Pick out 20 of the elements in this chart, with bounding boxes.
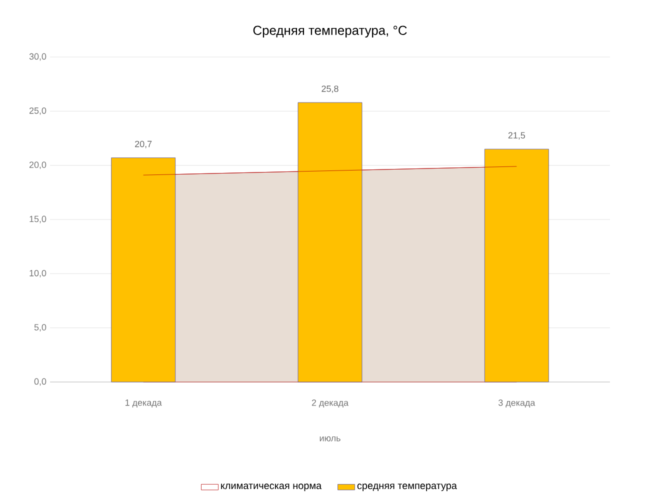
data-label: 21,5 <box>508 132 526 140</box>
y-tick-label: 10,0 <box>30 270 46 278</box>
bar <box>298 102 362 382</box>
data-label: 20,7 <box>135 140 152 148</box>
x-tick-label: 1 декада <box>126 400 162 408</box>
chart-title: Средняя температура, °C <box>253 26 407 38</box>
y-tick-label: 0,0 <box>34 378 46 386</box>
bar <box>484 148 549 382</box>
legend-label: климатическая норма <box>221 484 322 492</box>
y-tick-label: 20,0 <box>29 162 46 170</box>
legend-label: средняя температура <box>357 484 457 492</box>
y-tick-label: 15,0 <box>30 216 46 224</box>
bar <box>111 158 176 382</box>
y-tick-label: 30,0 <box>29 53 46 61</box>
y-tick-label: 25,0 <box>29 107 46 115</box>
data-label: 25,8 <box>322 86 338 93</box>
x-tick-label: 3 декада <box>498 400 536 408</box>
x-tick-label: 2 декада <box>312 400 348 408</box>
y-tick-label: 5,0 <box>34 324 46 332</box>
x-axis-title: июль <box>320 436 340 442</box>
